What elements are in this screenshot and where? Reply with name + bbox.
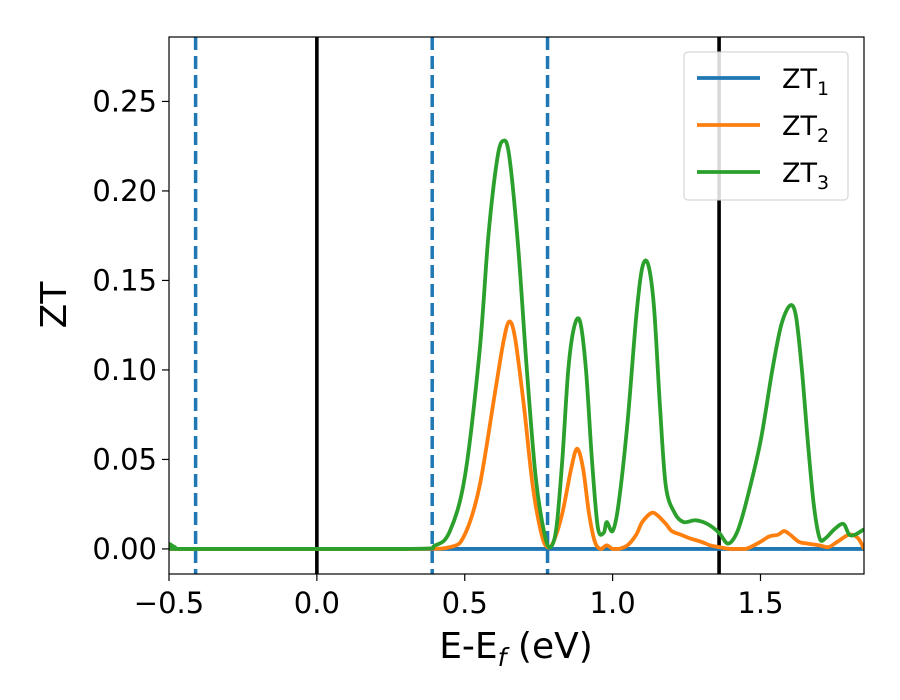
series-line-zt3	[169, 138, 864, 551]
x-tick-label: 0.5	[442, 586, 488, 620]
y-tick-label: 0.15	[92, 263, 157, 297]
x-axis-title: E-Ef (eV)	[439, 626, 593, 672]
y-tick-label: 0.20	[92, 174, 157, 208]
y-tick-label: 0.25	[92, 84, 157, 118]
legend-label-zt1: ZT1	[782, 64, 829, 100]
legend-items: ZT1 ZT2 ZT3	[697, 64, 829, 194]
y-tick-label: 0.05	[92, 442, 157, 476]
legend-box	[683, 51, 849, 201]
y-axis: 0.00 0.05 0.10 0.15 0.20 0.25	[92, 84, 169, 566]
x-tick-label: 1.0	[590, 586, 636, 620]
x-tick-label: 1.5	[737, 586, 783, 620]
x-tick-label: −0.5	[134, 586, 204, 620]
x-axis: −0.5 0.0 0.5 1.0 1.5	[134, 574, 784, 620]
plot-frame	[168, 36, 865, 575]
reference-lines	[193, 37, 721, 574]
series-line-zt2	[169, 319, 864, 551]
x-axis-title-tail: (eV)	[506, 626, 592, 667]
x-axis-title-main: E-E	[439, 626, 497, 667]
y-tick-label: 0.10	[92, 353, 157, 387]
legend-label-zt3: ZT3	[782, 158, 829, 194]
legend-label-zt2: ZT2	[782, 111, 829, 147]
y-axis-title: ZT	[34, 281, 75, 329]
legend: ZT1 ZT2 ZT3	[683, 51, 849, 201]
x-tick-label: 0.0	[294, 586, 340, 620]
y-tick-label: 0.00	[92, 532, 157, 566]
series-layer	[169, 138, 864, 551]
